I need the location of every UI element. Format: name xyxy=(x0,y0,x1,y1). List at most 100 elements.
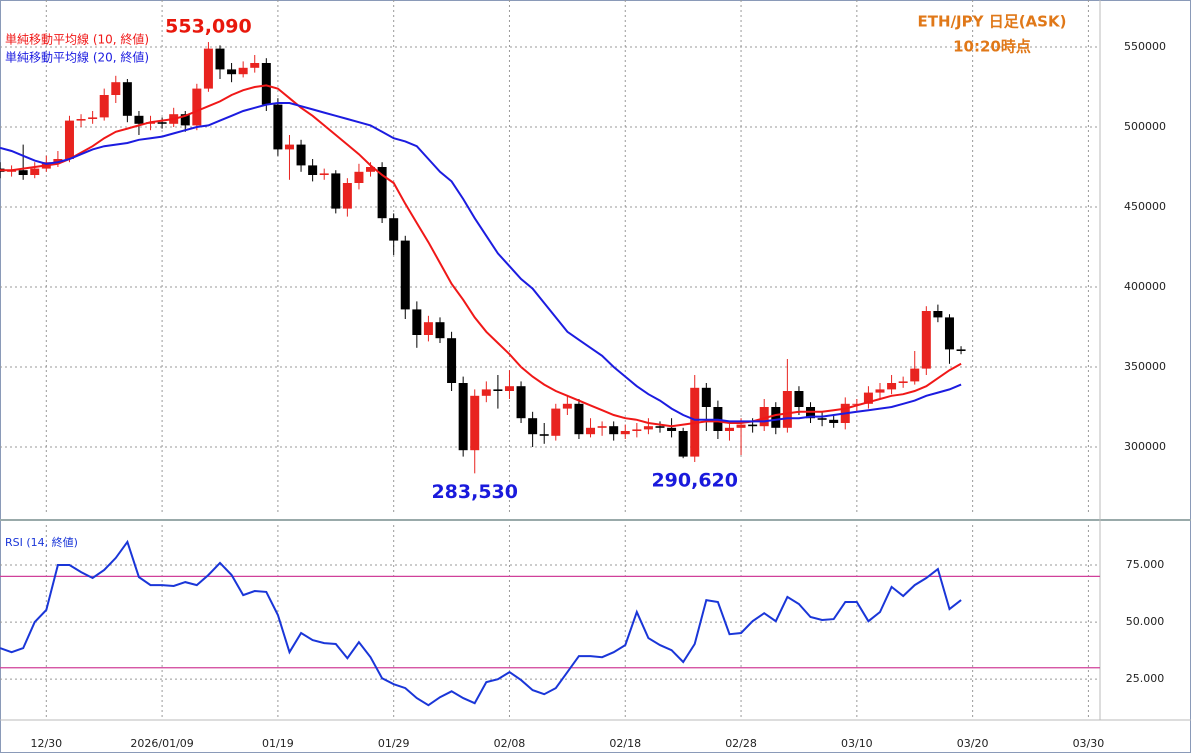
chart-title: ETH/JPY 日足(ASK) xyxy=(918,13,1067,31)
candle-body xyxy=(157,122,167,124)
chart-subtitle: 10:20時点 xyxy=(953,38,1031,56)
annotation: 283,530 xyxy=(431,481,518,503)
x-tick-label: 03/20 xyxy=(957,737,989,750)
candle-body xyxy=(562,403,572,409)
candle-body xyxy=(910,368,920,382)
candle-body xyxy=(782,391,792,428)
series-line xyxy=(0,102,962,423)
y-tick-label: 500000 xyxy=(1124,120,1166,133)
candle-body xyxy=(609,426,619,435)
candle-body xyxy=(331,173,341,209)
legend-entry: 単純移動平均線 (10, 終値) xyxy=(5,32,149,47)
candle-body xyxy=(632,429,642,431)
x-tick-label: 03/30 xyxy=(1073,737,1105,750)
candle-body xyxy=(817,418,827,420)
candle-body xyxy=(435,322,445,339)
candle-body xyxy=(18,170,28,175)
candle-body xyxy=(863,392,873,404)
candle-body xyxy=(250,63,260,68)
series-line xyxy=(0,539,962,707)
candle-body xyxy=(192,88,202,126)
series-line xyxy=(0,84,962,428)
candle-body xyxy=(273,104,283,150)
x-tick-label: 03/10 xyxy=(841,737,873,750)
candle-body xyxy=(898,381,908,383)
candle-body xyxy=(643,426,653,430)
candle-body xyxy=(620,431,630,435)
candle-body xyxy=(667,427,677,431)
annotation: 290,620 xyxy=(651,470,738,492)
candle-body xyxy=(203,48,213,89)
candle-body xyxy=(516,386,526,419)
candle-body xyxy=(655,426,665,428)
candle-body xyxy=(53,159,63,163)
candle-body xyxy=(377,167,387,219)
candle-body xyxy=(470,395,480,451)
candle-body xyxy=(944,317,954,350)
x-tick-label: 2026/01/09 xyxy=(130,737,193,750)
candle-body xyxy=(771,407,781,428)
candle-body xyxy=(447,338,457,383)
candle-body xyxy=(99,95,109,118)
y-tick-label: 25.000 xyxy=(1126,672,1165,685)
candle-body xyxy=(551,408,561,436)
x-tick-label: 02/28 xyxy=(725,737,757,750)
candle-body xyxy=(342,183,352,209)
x-tick-label: 12/30 xyxy=(30,737,62,750)
candle-body xyxy=(759,407,769,427)
candle-body xyxy=(493,389,503,391)
x-tick-label: 01/29 xyxy=(378,737,410,750)
candle-body xyxy=(574,403,584,435)
candle-body xyxy=(111,82,121,95)
y-tick-label: 400000 xyxy=(1124,280,1166,293)
candle-body xyxy=(400,240,410,310)
candle-body xyxy=(76,119,86,121)
candle-body xyxy=(852,403,862,405)
candle-body xyxy=(921,311,931,369)
rsi-title: RSI (14, 終値) xyxy=(5,535,78,549)
candle-body xyxy=(180,114,190,126)
candle-body xyxy=(875,389,885,393)
candle-body xyxy=(412,309,422,335)
candle-body xyxy=(88,117,98,119)
x-tick-label: 01/19 xyxy=(262,737,294,750)
candle-body xyxy=(528,418,538,435)
y-tick-label: 75.000 xyxy=(1126,558,1165,571)
candle-body xyxy=(296,144,306,166)
candle-body xyxy=(504,386,514,391)
annotation: 553,090 xyxy=(165,16,252,38)
candle-body xyxy=(366,167,376,172)
candle-body xyxy=(134,115,144,124)
y-tick-label: 450000 xyxy=(1124,200,1166,213)
candle-body xyxy=(736,424,746,428)
candle-body xyxy=(215,48,225,70)
candle-body xyxy=(389,218,399,241)
y-tick-label: 50.000 xyxy=(1126,615,1165,628)
candle-body xyxy=(64,120,74,159)
candle-body xyxy=(539,434,549,436)
candle-body xyxy=(261,63,271,105)
candle-body xyxy=(933,311,943,318)
candle-body xyxy=(724,427,734,431)
x-tick-label: 02/18 xyxy=(609,737,641,750)
candle-body xyxy=(829,419,839,423)
y-tick-label: 350000 xyxy=(1124,360,1166,373)
y-tick-label: 300000 xyxy=(1124,440,1166,453)
legend-entry: 単純移動平均線 (20, 終値) xyxy=(5,50,149,65)
candle-body xyxy=(30,168,40,175)
candle-body xyxy=(887,383,897,390)
candle-body xyxy=(354,171,364,183)
candle-body xyxy=(458,383,468,451)
y-tick-label: 550000 xyxy=(1124,40,1166,53)
candle-body xyxy=(308,165,318,175)
candle-body xyxy=(956,349,966,351)
candle-body xyxy=(748,424,758,427)
candle-body xyxy=(122,82,132,116)
candle-body xyxy=(227,69,237,75)
candle-body xyxy=(481,389,491,396)
x-tick-label: 02/08 xyxy=(494,737,526,750)
candle-body xyxy=(597,426,607,428)
candle-body xyxy=(284,144,294,150)
